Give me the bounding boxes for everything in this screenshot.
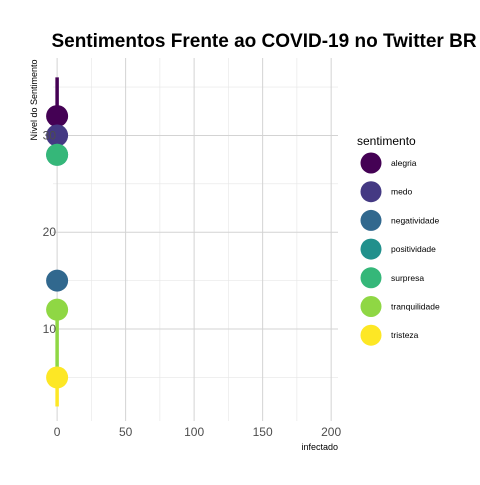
- legend-key-positividade: [360, 238, 382, 260]
- legend-label-alegria: alegria: [391, 158, 417, 168]
- series-points: [46, 105, 69, 389]
- y-tick-label: 10: [43, 322, 57, 336]
- grid-lines: [53, 58, 338, 421]
- legend-title: sentimento: [357, 134, 416, 148]
- legend-label-positividade: positividade: [391, 244, 436, 254]
- point-alegria: [46, 105, 69, 128]
- y-tick-label: 30: [43, 128, 57, 142]
- legend-label-tristeza: tristeza: [391, 330, 419, 340]
- x-tick-label: 50: [119, 425, 133, 439]
- x-tick-label: 0: [54, 425, 61, 439]
- point-tranquilidade: [46, 298, 69, 321]
- point-medo: [46, 124, 69, 147]
- y-tick-labels: 10 20 30: [43, 128, 57, 336]
- legend-items: alegria medo negatividade positividade surpr…: [360, 152, 440, 346]
- point-negatividade: [46, 269, 69, 292]
- x-tick-label: 150: [253, 425, 273, 439]
- legend-key-tristeza: [360, 324, 382, 346]
- x-tick-labels: 0 50 100 150 200: [54, 425, 342, 439]
- y-axis-label: Nível do Sentimento: [29, 59, 39, 140]
- point-tristeza: [46, 366, 69, 389]
- legend-label-medo: medo: [391, 187, 413, 197]
- x-tick-label: 200: [321, 425, 341, 439]
- legend-key-negatividade: [360, 209, 382, 231]
- legend-label-negatividade: negatividade: [391, 215, 439, 225]
- legend-key-medo: [360, 181, 382, 203]
- legend-key-surpresa: [360, 267, 382, 289]
- legend: sentimento alegria medo negatividade positi…: [357, 134, 440, 346]
- x-axis-label: infectado: [301, 442, 338, 452]
- chart-title: Sentimentos Frente ao COVID-19 no Twitte…: [51, 31, 476, 52]
- legend-label-tranquilidade: tranquilidade: [391, 302, 440, 312]
- legend-key-tranquilidade: [360, 296, 382, 317]
- y-tick-label: 20: [43, 225, 57, 239]
- point-surpresa: [46, 143, 69, 166]
- legend-key-alegria: [360, 152, 382, 174]
- legend-label-surpresa: surpresa: [391, 273, 424, 283]
- x-tick-label: 100: [184, 425, 204, 439]
